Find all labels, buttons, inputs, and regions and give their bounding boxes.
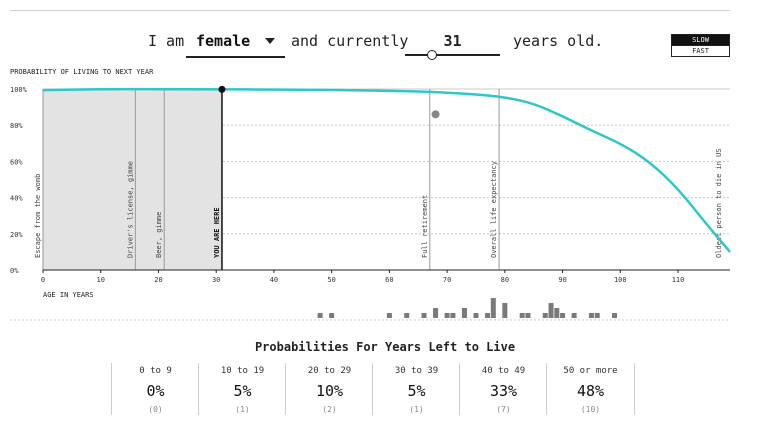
- summary-card: 10 to 19 5% (1): [198, 363, 286, 415]
- card-range: 30 to 39: [394, 366, 439, 376]
- x-tick-label: 100: [614, 276, 627, 284]
- histogram-bar: [386, 313, 392, 318]
- card-count: (2): [322, 405, 337, 414]
- summary-card: 50 or more 48% (10): [546, 363, 635, 415]
- x-tick-label: 70: [443, 276, 451, 284]
- summary-card: 40 to 49 33% (7): [459, 363, 547, 415]
- histogram-bar: [450, 313, 456, 318]
- lived-years-shade: [43, 89, 222, 270]
- summary-title: Probabilities For Years Left to Live: [254, 340, 516, 354]
- x-tick-label: 0: [41, 276, 45, 284]
- survival-chart: PROBABILITY OF LIVING TO NEXT YEAR AGE I…: [10, 68, 731, 321]
- histogram-bar: [519, 313, 525, 318]
- card-range: 40 to 49: [481, 366, 526, 376]
- x-tick-label: 30: [212, 276, 220, 284]
- fast-button[interactable]: FAST: [671, 46, 730, 57]
- top-divider: [10, 10, 730, 11]
- survival-line: [42, 87, 731, 253]
- card-range: 0 to 9: [139, 366, 172, 376]
- card-count: (0): [148, 405, 163, 414]
- histogram-bar: [588, 313, 594, 318]
- x-axis-title: AGE IN YEARS: [43, 291, 94, 299]
- card-percent: 0%: [146, 382, 165, 400]
- histogram-bar: [548, 303, 554, 318]
- y-tick-label: 20%: [10, 231, 23, 239]
- histogram-bar: [485, 313, 491, 318]
- x-tick-label: 20: [154, 276, 162, 284]
- histogram-bar: [594, 313, 600, 318]
- card-percent: 5%: [233, 382, 252, 400]
- histogram-bar: [612, 313, 618, 318]
- histogram-bar: [473, 313, 479, 318]
- annotation-label: Oldest person to die in US: [715, 148, 723, 258]
- histogram-bar: [444, 313, 450, 318]
- age-slider[interactable]: 31: [405, 28, 500, 60]
- annotation-label: Driver's license, gimme: [126, 161, 134, 258]
- card-percent: 48%: [576, 382, 605, 400]
- current-age-point: [218, 85, 226, 93]
- histogram-bar: [554, 308, 560, 318]
- x-tick-label: 90: [558, 276, 566, 284]
- x-tick-label: 80: [501, 276, 509, 284]
- card-count: (7): [496, 405, 511, 414]
- summary-card: 20 to 29 10% (2): [285, 363, 373, 415]
- card-range: 50 or more: [563, 366, 618, 376]
- x-tick-label: 50: [327, 276, 335, 284]
- age-value: 31: [443, 32, 462, 50]
- y-tick-label: 0%: [10, 267, 19, 275]
- annotation-label: Full retirement: [421, 195, 429, 258]
- annotation-label: Overall life expectancy: [490, 161, 498, 258]
- sentence-suffix: years old.: [513, 32, 604, 50]
- card-count: (1): [409, 405, 424, 414]
- histogram-bar: [525, 313, 531, 318]
- x-tick-label: 40: [270, 276, 278, 284]
- sentence-prefix: I am: [148, 32, 185, 50]
- x-tick-label: 110: [672, 276, 685, 284]
- annotation-label: Escape from the womb: [34, 174, 42, 258]
- intro-sentence: I am female and currently 31 years old.: [0, 28, 770, 60]
- card-range: 20 to 29: [307, 366, 352, 376]
- annotation-label: YOU ARE HERE: [213, 207, 221, 258]
- histogram-bar: [421, 313, 427, 318]
- sentence-middle: and currently: [291, 32, 409, 50]
- histogram-bar: [560, 313, 566, 318]
- summary-card: 30 to 39 5% (1): [372, 363, 460, 415]
- histogram-bar: [490, 298, 496, 318]
- card-range: 10 to 19: [220, 366, 265, 376]
- annotation-label: Beer, gimme: [155, 212, 163, 258]
- caret-down-icon: [265, 38, 275, 44]
- histogram-bar: [433, 308, 439, 318]
- y-tick-label: 100%: [10, 86, 28, 94]
- histogram-bar: [317, 313, 323, 318]
- histogram-bar: [404, 313, 410, 318]
- gender-value: female: [196, 32, 251, 50]
- gender-select[interactable]: female: [186, 28, 285, 58]
- histogram-bar: [542, 313, 548, 318]
- y-tick-label: 80%: [10, 122, 23, 130]
- simulated-life-point: [431, 110, 440, 119]
- speed-toggle: SLOW FAST: [671, 34, 730, 57]
- card-percent: 5%: [407, 382, 426, 400]
- histogram-bar: [502, 303, 508, 318]
- card-count: (1): [235, 405, 250, 414]
- histogram-bar: [461, 308, 467, 318]
- y-tick-label: 60%: [10, 158, 23, 166]
- slider-knob[interactable]: [427, 50, 437, 60]
- y-axis-title: PROBABILITY OF LIVING TO NEXT YEAR: [10, 68, 154, 76]
- histogram-bar: [571, 313, 577, 318]
- x-tick-label: 60: [385, 276, 393, 284]
- x-tick-label: 10: [97, 276, 105, 284]
- card-percent: 33%: [489, 382, 518, 400]
- slow-button[interactable]: SLOW: [671, 34, 730, 46]
- card-count: (10): [580, 405, 601, 414]
- slider-track[interactable]: [405, 54, 500, 56]
- y-tick-label: 40%: [10, 195, 23, 203]
- histogram-bar: [329, 313, 335, 318]
- summary-card: 0 to 9 0% (0): [111, 363, 199, 415]
- card-percent: 10%: [315, 382, 344, 400]
